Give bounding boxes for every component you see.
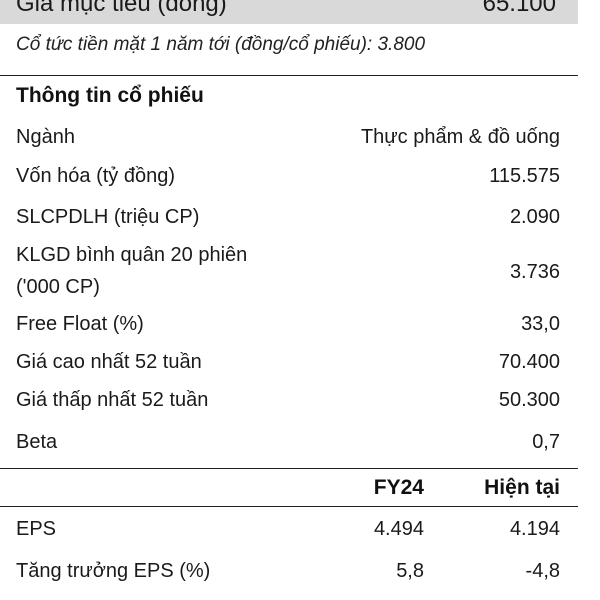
row-label: Ngành [16,126,75,148]
row-value: 0,7 [532,431,560,453]
row-value: 33,0 [521,313,560,335]
row-label: Vốn hóa (tỷ đồng) [16,165,175,187]
eps-header-fy24: FY24 [373,476,424,499]
eps-row-fy24: 5,8 [396,560,424,582]
section-title: Thông tin cổ phiếu [16,84,204,107]
row-label-line2: ('000 CP) [16,276,100,298]
divider-eps-header [0,506,578,507]
row-label: Giá cao nhất 52 tuần [16,351,202,373]
row-value: Thực phẩm & đồ uống [360,126,560,148]
eps-row-fy24: 4.494 [373,518,424,540]
row-label: Beta [16,431,58,453]
target-price-label: Giá mục tiêu (đồng) [16,0,227,17]
row-value: 50.300 [498,389,560,411]
row-label: SLCPDLH (triệu CP) [16,206,200,228]
row-label: Giá thấp nhất 52 tuần [16,389,209,411]
target-price-bar: Giá mục tiêu (đồng) 65.100 [0,0,578,24]
eps-row-label: Tăng trưởng EPS (%) [16,560,211,582]
eps-row-label: EPS [16,518,57,540]
row-value: 115.575 [489,165,560,187]
divider-top [0,75,578,76]
row-value: 2.090 [509,206,560,228]
row-label-line1: KLGD bình quân 20 phiên [16,244,248,266]
row-value: 70.400 [498,351,560,373]
row-label: Free Float (%) [16,313,144,335]
row-value: 3.736 [509,261,560,283]
eps-row-current: 4.194 [509,518,560,540]
eps-row-current: -4,8 [525,560,560,582]
target-price-value: 65.100 [482,0,556,17]
divider-eps [0,468,578,469]
eps-header-current: Hiện tại [484,476,560,499]
dividend-note: Cổ tức tiền mặt 1 năm tới (đồng/cổ phiếu… [16,34,426,55]
